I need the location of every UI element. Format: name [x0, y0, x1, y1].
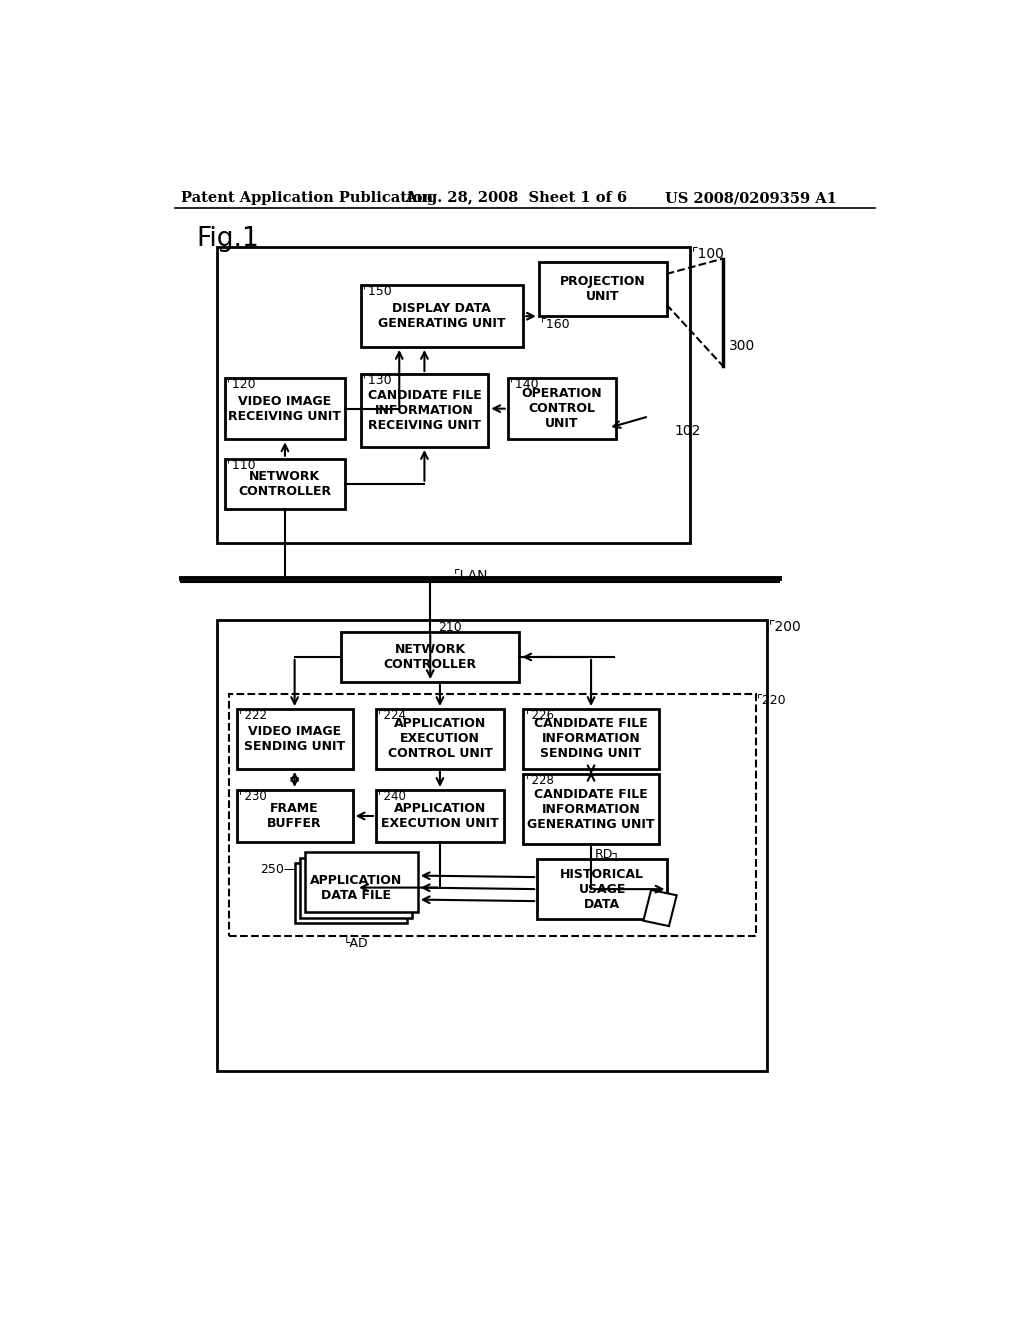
Text: APPLICATION
DATA FILE: APPLICATION DATA FILE: [310, 874, 402, 902]
Bar: [237, 709, 352, 770]
Bar: [376, 709, 504, 770]
Text: ⌜222: ⌜222: [239, 709, 267, 722]
Text: OPERATION
CONTROL
UNIT: OPERATION CONTROL UNIT: [521, 387, 602, 430]
Bar: [225, 459, 345, 508]
Text: ⌜140: ⌜140: [510, 378, 540, 391]
Text: US 2008/0209359 A1: US 2008/0209359 A1: [665, 191, 837, 206]
Bar: [523, 775, 658, 843]
Text: CANDIDATE FILE
INFORMATION
SENDING UNIT: CANDIDATE FILE INFORMATION SENDING UNIT: [535, 718, 648, 760]
Bar: [341, 632, 519, 682]
Text: ⌜226: ⌜226: [525, 709, 554, 722]
Text: ⌜230: ⌜230: [239, 789, 266, 803]
Text: Patent Application Publication: Patent Application Publication: [180, 191, 433, 206]
Bar: [523, 709, 658, 770]
Bar: [300, 858, 413, 917]
Text: NETWORK
CONTROLLER: NETWORK CONTROLLER: [239, 470, 332, 498]
Text: HISTORICAL
USAGE
DATA: HISTORICAL USAGE DATA: [560, 867, 644, 911]
Bar: [360, 374, 488, 447]
Text: ⌜160: ⌜160: [541, 318, 570, 331]
Text: CANDIDATE FILE
INFORMATION
RECEIVING UNIT: CANDIDATE FILE INFORMATION RECEIVING UNI…: [368, 389, 481, 432]
Text: ⌜220: ⌜220: [758, 693, 786, 706]
Text: ⌜150: ⌜150: [362, 285, 392, 298]
Text: PROJECTION
UNIT: PROJECTION UNIT: [560, 276, 645, 304]
Text: ⌜240: ⌜240: [378, 789, 407, 803]
Text: ⌜120: ⌜120: [227, 378, 257, 391]
Text: 210: 210: [438, 622, 462, 634]
Text: ⌜LAN: ⌜LAN: [454, 569, 488, 583]
Text: 250—: 250—: [260, 863, 296, 876]
Text: Fig.1: Fig.1: [197, 226, 259, 252]
Text: DISPLAY DATA
GENERATING UNIT: DISPLAY DATA GENERATING UNIT: [378, 302, 506, 330]
Bar: [295, 863, 407, 923]
Text: ⌜228: ⌜228: [525, 775, 553, 788]
Bar: [305, 853, 418, 912]
Text: VIDEO IMAGE
RECEIVING UNIT: VIDEO IMAGE RECEIVING UNIT: [228, 395, 341, 422]
Text: ⌜100: ⌜100: [691, 247, 724, 261]
Text: └AD: └AD: [343, 937, 369, 950]
Bar: [360, 285, 523, 347]
Bar: [539, 263, 667, 317]
Bar: [225, 378, 345, 440]
Bar: [508, 378, 616, 440]
Text: ⌜224: ⌜224: [378, 709, 407, 722]
Text: Aug. 28, 2008  Sheet 1 of 6: Aug. 28, 2008 Sheet 1 of 6: [406, 191, 628, 206]
Text: NETWORK
CONTROLLER: NETWORK CONTROLLER: [384, 643, 477, 671]
Text: ⌜200: ⌜200: [769, 620, 802, 635]
Text: 102: 102: [675, 424, 700, 438]
Text: ⌜110: ⌜110: [227, 459, 257, 471]
Text: FRAME
BUFFER: FRAME BUFFER: [267, 803, 322, 830]
Bar: [538, 859, 668, 919]
Polygon shape: [643, 890, 677, 927]
Text: VIDEO IMAGE
SENDING UNIT: VIDEO IMAGE SENDING UNIT: [244, 725, 345, 752]
Bar: [376, 789, 504, 842]
Text: APPLICATION
EXECUTION UNIT: APPLICATION EXECUTION UNIT: [381, 803, 499, 830]
Text: 300: 300: [729, 339, 756, 354]
Bar: [217, 247, 690, 544]
Text: RD┐: RD┐: [595, 849, 621, 862]
Bar: [217, 620, 767, 1071]
Bar: [228, 693, 756, 936]
Text: APPLICATION
EXECUTION
CONTROL UNIT: APPLICATION EXECUTION CONTROL UNIT: [387, 718, 493, 760]
Bar: [237, 789, 352, 842]
Text: ⌜130: ⌜130: [362, 374, 392, 387]
Text: CANDIDATE FILE
INFORMATION
GENERATING UNIT: CANDIDATE FILE INFORMATION GENERATING UN…: [527, 788, 654, 830]
